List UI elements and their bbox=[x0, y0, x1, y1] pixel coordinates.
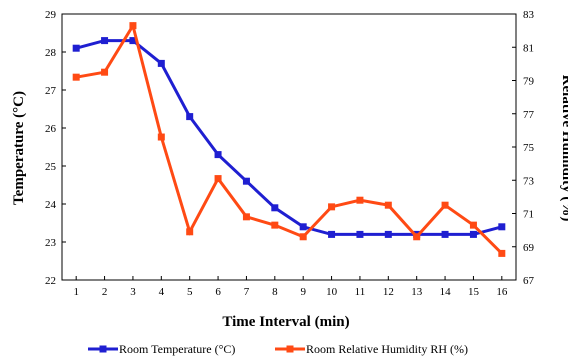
data-point-room-relative-humidity bbox=[101, 68, 109, 76]
data-point-room-temperature bbox=[271, 204, 279, 212]
x-tick-label: 16 bbox=[496, 286, 508, 298]
data-point-room-temperature bbox=[469, 230, 477, 238]
x-axis-title: Time Interval (min) bbox=[222, 314, 349, 330]
data-point-room-temperature bbox=[186, 113, 194, 121]
series-line-room-temperature bbox=[75, 39, 503, 236]
data-point-room-relative-humidity bbox=[72, 73, 80, 81]
plot-frame bbox=[61, 13, 517, 281]
data-point-room-relative-humidity bbox=[469, 221, 477, 229]
x-tick-label: 14 bbox=[440, 286, 452, 298]
x-tick-label: 5 bbox=[187, 286, 193, 298]
data-point-room-relative-humidity bbox=[271, 221, 279, 229]
data-point-room-relative-humidity bbox=[299, 233, 307, 241]
data-point-room-relative-humidity bbox=[129, 22, 137, 30]
y-tick-label: 28 bbox=[45, 47, 57, 59]
y2-tick-label: 77 bbox=[523, 109, 535, 121]
y-tick-label: 24 bbox=[45, 199, 57, 211]
data-point-room-temperature bbox=[129, 37, 137, 45]
y2-tick-label: 79 bbox=[523, 76, 535, 88]
y2-tick-label: 67 bbox=[523, 275, 535, 287]
data-point-room-relative-humidity bbox=[328, 203, 336, 211]
series-line-room-relative-humidity bbox=[75, 21, 503, 255]
x-tick-label: 2 bbox=[102, 286, 108, 298]
legend: Room Temperature (°C) Room Relative Humi… bbox=[88, 342, 468, 356]
data-point-room-temperature bbox=[299, 223, 307, 231]
data-point-room-relative-humidity bbox=[413, 233, 421, 241]
x-tick-label: 4 bbox=[159, 286, 165, 298]
x-tick-label: 1 bbox=[73, 286, 79, 298]
y-tick-label: 26 bbox=[45, 123, 57, 135]
data-point-room-temperature bbox=[328, 230, 336, 238]
y-tick-label: 29 bbox=[45, 9, 57, 21]
y2-tick-label: 81 bbox=[523, 42, 534, 54]
y2-axis-title: Relative Humidity (%) bbox=[559, 75, 568, 222]
y-tick-label: 27 bbox=[45, 85, 57, 97]
legend-marker-room-relative-humidity bbox=[286, 345, 294, 353]
data-point-room-temperature bbox=[72, 44, 80, 52]
y2-tick-label: 75 bbox=[523, 142, 535, 154]
data-point-room-relative-humidity bbox=[384, 201, 392, 209]
data-point-room-temperature bbox=[214, 151, 222, 159]
data-point-room-relative-humidity bbox=[186, 228, 194, 236]
x-tick-label: 6 bbox=[215, 286, 221, 298]
legend-label-room-temperature: Room Temperature (°C) bbox=[119, 342, 235, 356]
y2-tick-label: 69 bbox=[523, 242, 535, 254]
x-tick-label: 8 bbox=[272, 286, 278, 298]
data-point-room-relative-humidity bbox=[356, 196, 364, 204]
x-tick-label: 11 bbox=[355, 286, 366, 298]
data-point-room-relative-humidity bbox=[441, 201, 449, 209]
x-tick-label: 3 bbox=[130, 286, 136, 298]
x-tick-label: 15 bbox=[468, 286, 480, 298]
data-point-room-temperature bbox=[242, 177, 250, 185]
data-point-room-relative-humidity bbox=[498, 249, 506, 257]
x-tick-label: 12 bbox=[383, 286, 394, 298]
data-point-room-temperature bbox=[356, 230, 364, 238]
y-tick-label: 25 bbox=[45, 161, 57, 173]
legend-label-room-relative-humidity: Room Relative Humidity RH (%) bbox=[306, 342, 468, 356]
data-point-room-relative-humidity bbox=[242, 213, 250, 221]
plot-border bbox=[61, 13, 517, 281]
x-tick-label: 9 bbox=[300, 286, 306, 298]
data-point-room-temperature bbox=[157, 59, 165, 67]
data-point-room-temperature bbox=[101, 37, 109, 45]
x-tick-label: 10 bbox=[326, 286, 338, 298]
x-tick-label: 13 bbox=[411, 286, 423, 298]
y-tick-label: 23 bbox=[45, 237, 57, 249]
y2-tick-label: 71 bbox=[523, 209, 534, 221]
data-point-room-temperature bbox=[384, 230, 392, 238]
data-point-room-relative-humidity bbox=[157, 133, 165, 141]
y-tick-label: 22 bbox=[45, 275, 56, 287]
y2-tick-label: 83 bbox=[523, 9, 535, 21]
data-point-room-temperature bbox=[498, 223, 506, 231]
data-point-room-temperature bbox=[441, 230, 449, 238]
series-layer bbox=[72, 21, 506, 257]
y-axis-title: Temperature (°C) bbox=[11, 91, 27, 205]
x-tick-label: 7 bbox=[244, 286, 250, 298]
data-point-room-relative-humidity bbox=[214, 175, 222, 183]
legend-marker-room-temperature bbox=[99, 345, 107, 353]
y2-tick-label: 73 bbox=[523, 175, 535, 187]
